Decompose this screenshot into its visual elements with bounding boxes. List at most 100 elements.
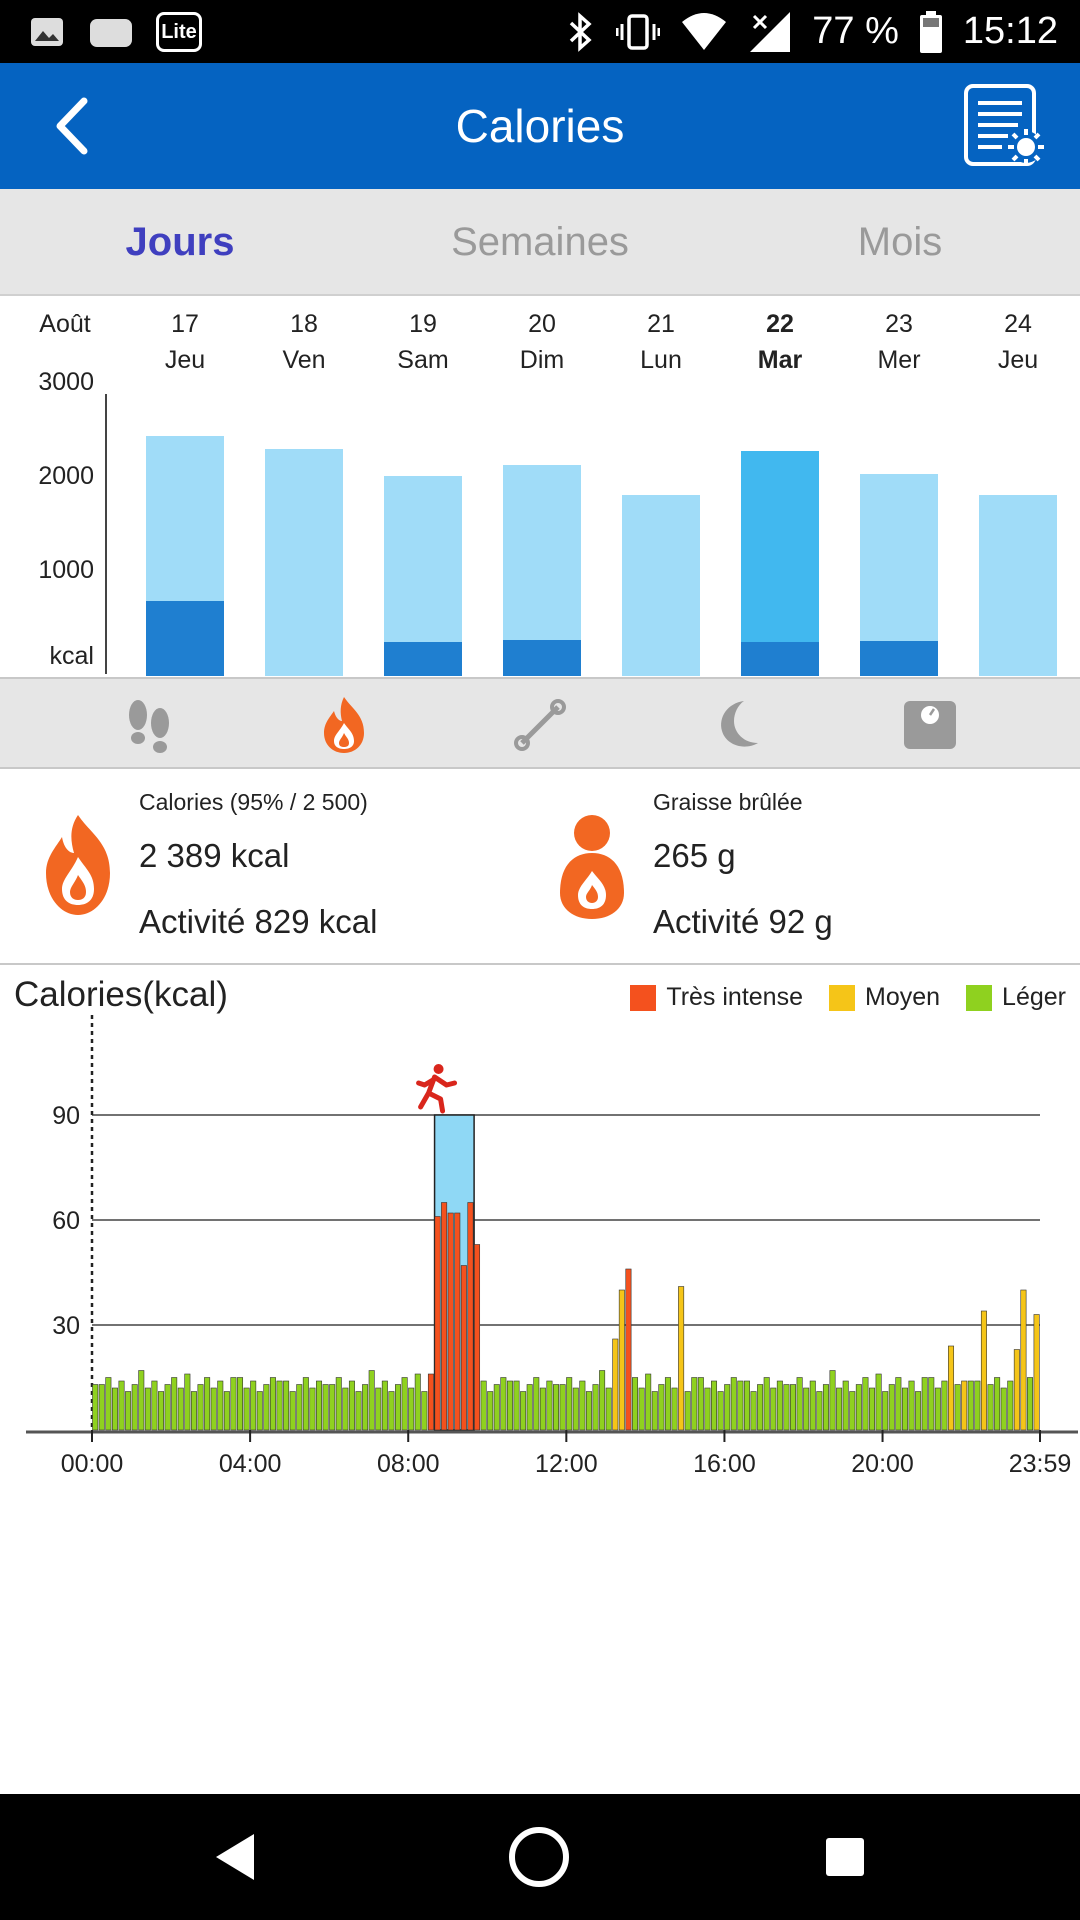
metric-selector bbox=[0, 677, 1080, 769]
y-tick-3000: 3000 bbox=[38, 368, 94, 396]
day-header[interactable]: 22 Mar bbox=[725, 306, 835, 378]
bar-total-segment bbox=[741, 451, 819, 676]
day-weekday: Dim bbox=[519, 346, 565, 374]
day-weekday: Lun bbox=[640, 346, 682, 374]
histogram-bar bbox=[362, 1384, 369, 1431]
histogram-bar bbox=[816, 1391, 823, 1431]
day-bar[interactable] bbox=[503, 464, 581, 676]
histogram-bar bbox=[770, 1387, 777, 1431]
day-header[interactable]: 24 Jeu bbox=[963, 306, 1073, 378]
tab-semaines[interactable]: Semaines bbox=[451, 220, 629, 264]
period-tabs: Jours Semaines Mois bbox=[0, 189, 1080, 296]
histogram-bar bbox=[118, 1380, 125, 1431]
day-bar[interactable] bbox=[146, 436, 224, 676]
day-bar[interactable] bbox=[622, 494, 700, 676]
histogram-bar bbox=[684, 1391, 691, 1431]
tab-mois[interactable]: Mois bbox=[857, 220, 943, 264]
day-bar[interactable] bbox=[265, 448, 343, 676]
histogram-bar bbox=[493, 1384, 500, 1431]
histogram-bar bbox=[1027, 1377, 1034, 1431]
x-tick-label: 08:00 bbox=[377, 1450, 440, 1478]
nav-home-icon[interactable] bbox=[504, 1822, 574, 1892]
day-header[interactable]: 19 Sam bbox=[368, 306, 478, 378]
histogram-bar bbox=[678, 1286, 685, 1431]
histogram-bar bbox=[263, 1384, 270, 1431]
histogram-bar bbox=[645, 1373, 652, 1431]
back-chevron-icon[interactable] bbox=[40, 91, 110, 161]
day-bar[interactable] bbox=[979, 494, 1057, 676]
chart-title: Calories(kcal) bbox=[14, 975, 228, 1014]
x-tick-label: 00:00 bbox=[61, 1450, 124, 1478]
histogram-bar bbox=[697, 1377, 704, 1431]
month-label: Août bbox=[39, 310, 91, 338]
histogram-bar bbox=[658, 1384, 665, 1431]
day-date: 17 bbox=[171, 310, 199, 338]
weekly-calorie-chart: Août 17 Jeu 18 Ven 19 Sam 20 Dim 21 Lun 22 Mar 23 Mer… bbox=[0, 296, 1080, 678]
histogram-bar bbox=[348, 1380, 355, 1431]
fat-burn-icon bbox=[560, 815, 624, 919]
histogram-bar bbox=[908, 1380, 915, 1431]
histogram-bar bbox=[974, 1380, 981, 1431]
flame-icon[interactable] bbox=[312, 693, 376, 757]
histogram-bar bbox=[98, 1384, 105, 1431]
histogram-bar bbox=[803, 1387, 810, 1431]
histogram-bar bbox=[592, 1384, 599, 1431]
y-tick-1000: 1000 bbox=[38, 556, 94, 584]
histogram-bar bbox=[1020, 1289, 1027, 1431]
y-tick-label: 60 bbox=[52, 1207, 80, 1235]
histogram-bar bbox=[671, 1387, 678, 1431]
report-settings-icon[interactable] bbox=[962, 83, 1050, 169]
footsteps-icon[interactable] bbox=[118, 693, 182, 757]
bar-active-segment bbox=[860, 641, 938, 676]
chart-legend: Très intense Moyen Léger bbox=[630, 983, 1066, 1012]
lite-label: Lite bbox=[161, 20, 197, 43]
fat-activity: Activité 92 g bbox=[653, 903, 833, 940]
day-header[interactable]: 20 Dim bbox=[487, 306, 597, 378]
day-bar[interactable] bbox=[384, 475, 462, 676]
daily-calorie-chart: 90 60 30 00:00 04:00 08:00 12:00 16:00 20:00 23:5… bbox=[0, 965, 1080, 1485]
histogram-bar bbox=[513, 1380, 520, 1431]
nav-recents-icon[interactable] bbox=[810, 1822, 880, 1892]
histogram-bar bbox=[941, 1380, 948, 1431]
legend-item: Moyen bbox=[829, 983, 940, 1012]
histogram-bar bbox=[454, 1212, 461, 1431]
legend-swatch-leger bbox=[966, 984, 993, 1011]
y-tick-label: 30 bbox=[52, 1312, 80, 1340]
histogram-bar bbox=[717, 1391, 724, 1431]
distance-icon[interactable] bbox=[508, 693, 572, 757]
histogram-bar bbox=[566, 1377, 573, 1431]
signal-icon bbox=[750, 11, 791, 52]
status-bar: Lite 77 % 15:12 bbox=[0, 0, 1080, 63]
day-date: 24 bbox=[1004, 310, 1032, 338]
day-bar[interactable] bbox=[860, 473, 938, 676]
histogram-bar bbox=[1033, 1314, 1040, 1431]
image-icon bbox=[31, 18, 63, 46]
day-date: 19 bbox=[409, 310, 437, 338]
calories-activity: Activité 829 kcal bbox=[139, 903, 378, 940]
day-bar[interactable] bbox=[741, 451, 819, 676]
nav-back-icon[interactable] bbox=[200, 1822, 270, 1892]
histogram-bar bbox=[421, 1391, 428, 1431]
day-header[interactable]: 17 Jeu bbox=[130, 306, 240, 378]
moon-icon[interactable] bbox=[704, 693, 768, 757]
histogram-bar bbox=[790, 1384, 797, 1431]
day-header[interactable]: 21 Lun bbox=[606, 306, 716, 378]
day-header[interactable]: 18 Ven bbox=[249, 306, 359, 378]
day-date: 18 bbox=[290, 310, 318, 338]
histogram-bar bbox=[269, 1377, 276, 1431]
day-header[interactable]: 23 Mer bbox=[844, 306, 954, 378]
unit-label: kcal bbox=[49, 642, 94, 670]
daily-stats: Calories (95% / 2 500) 2 389 kcal Activi… bbox=[0, 769, 1080, 965]
histogram-bar bbox=[724, 1384, 731, 1431]
histogram-bar bbox=[414, 1373, 421, 1431]
histogram-bar bbox=[125, 1391, 132, 1431]
histogram-bar bbox=[243, 1387, 250, 1431]
histogram-bar bbox=[355, 1391, 362, 1431]
vibrate-icon bbox=[616, 13, 661, 50]
histogram-bar bbox=[190, 1391, 197, 1431]
calories-value: 2 389 kcal bbox=[139, 837, 290, 874]
wifi-icon bbox=[682, 12, 727, 50]
tab-jours[interactable]: Jours bbox=[125, 220, 235, 264]
scale-icon[interactable] bbox=[898, 693, 962, 757]
histogram-bar bbox=[737, 1380, 744, 1431]
